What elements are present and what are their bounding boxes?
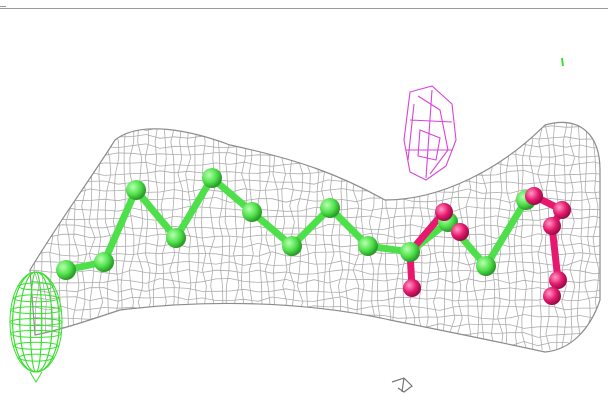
oxygen-atom — [549, 271, 567, 289]
oxygen-atom — [543, 217, 561, 235]
carbon-atom — [282, 236, 302, 256]
bond — [172, 174, 216, 242]
stray-mesh-speck — [561, 57, 564, 67]
carbon-atom — [56, 260, 76, 280]
bond — [100, 186, 140, 266]
difference-density-blob — [403, 85, 457, 181]
carbon-atom — [400, 242, 420, 262]
carbon-atom — [94, 252, 114, 272]
head-group-mesh — [9, 271, 63, 383]
stray-mesh-fragment — [391, 377, 413, 393]
bond — [548, 222, 562, 284]
carbon-atom — [476, 256, 496, 276]
top-divider — [0, 8, 608, 9]
carbon-atom — [358, 236, 378, 256]
top-rule-tick — [0, 6, 6, 7]
bond — [132, 186, 180, 242]
oxygen-atom — [543, 287, 561, 305]
carbon-atom — [126, 180, 146, 200]
oxygen-atom — [553, 201, 571, 219]
carbon-atom — [242, 202, 262, 222]
density-mesh-outline — [29, 121, 601, 353]
oxygen-atom — [435, 203, 453, 221]
bond — [482, 196, 530, 270]
carbon-atom — [202, 168, 222, 188]
density-mesh — [30, 122, 600, 352]
oxygen-atom — [451, 223, 469, 241]
carbon-atom — [320, 198, 340, 218]
ligand-atoms — [56, 168, 571, 305]
oxygen-atom — [525, 187, 543, 205]
oxygen-atom — [403, 279, 421, 297]
carbon-atom — [166, 228, 186, 248]
